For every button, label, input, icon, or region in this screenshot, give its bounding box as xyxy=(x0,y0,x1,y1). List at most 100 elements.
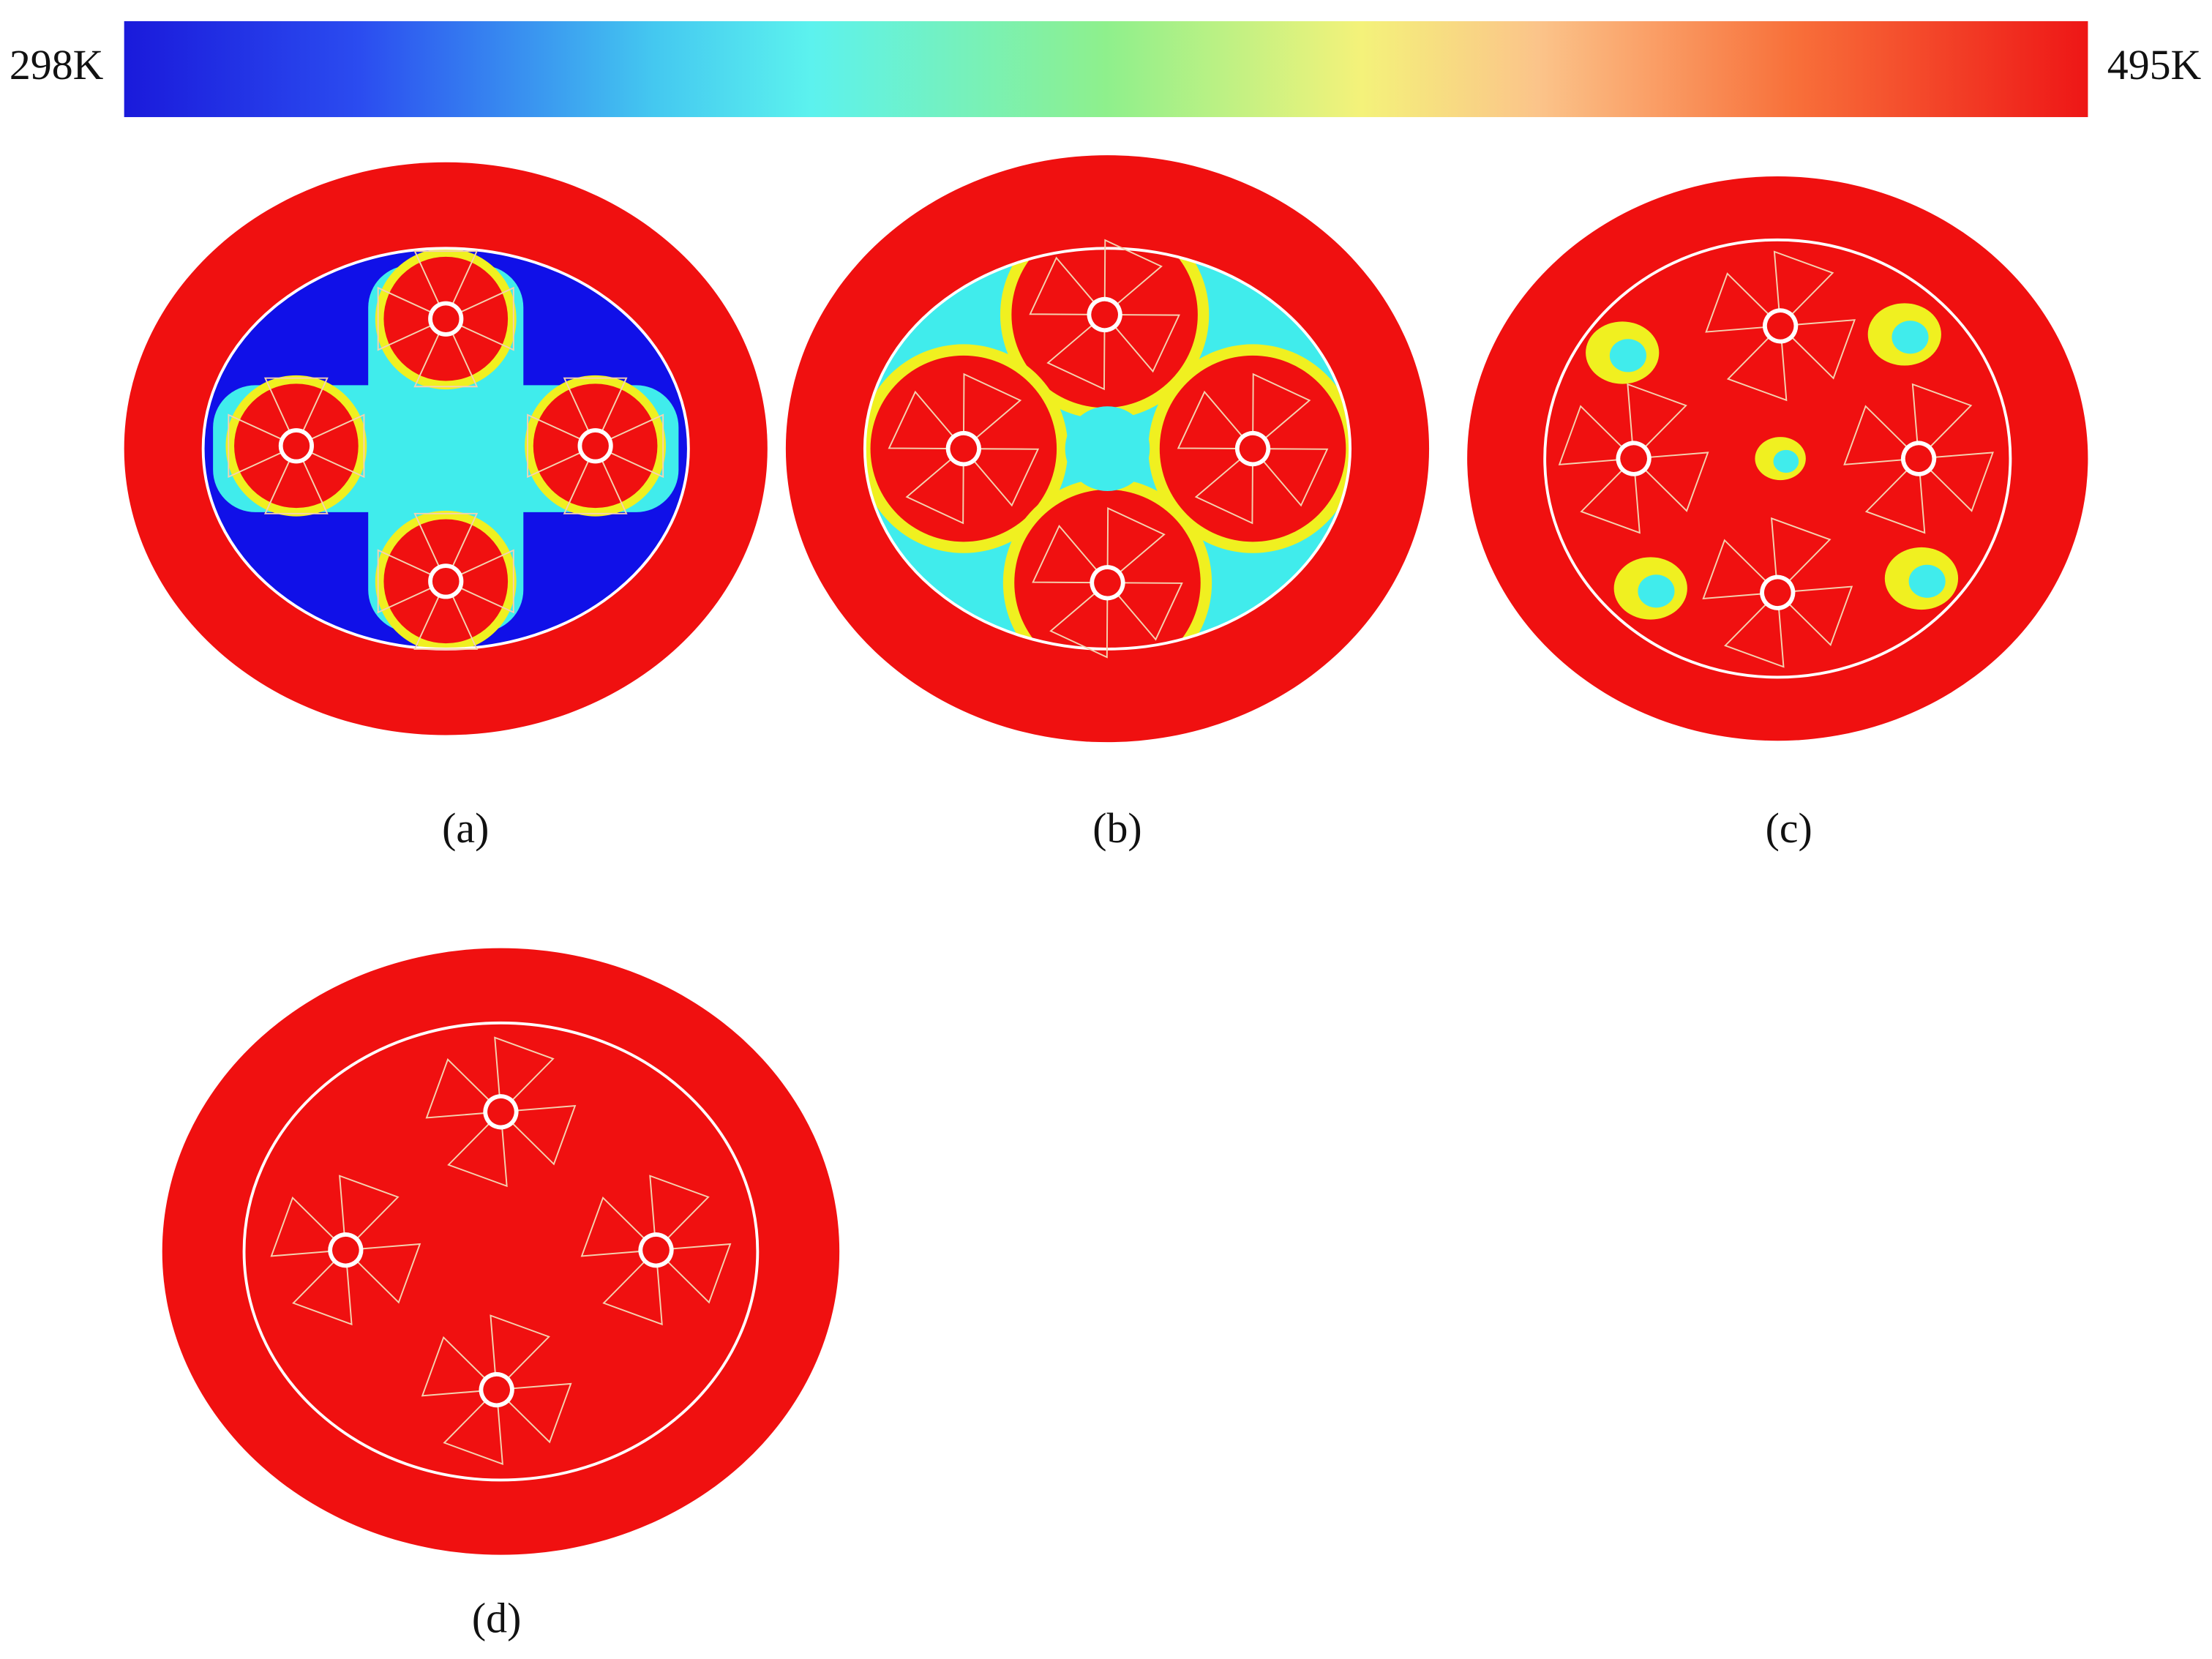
impeller-blade xyxy=(443,1388,503,1465)
panel xyxy=(1467,176,2088,741)
impeller-blade xyxy=(1702,539,1780,600)
impeller-blade xyxy=(443,286,514,351)
impeller-blade xyxy=(263,377,329,448)
impeller-blade xyxy=(1177,390,1255,450)
impeller-hub xyxy=(278,428,314,464)
impeller-blade xyxy=(1773,250,1834,328)
impeller-hub xyxy=(1234,431,1271,467)
panel-label: (a) xyxy=(442,804,489,852)
impeller-hub xyxy=(428,301,464,337)
impeller-blade xyxy=(339,1175,400,1252)
impeller-blade xyxy=(1770,517,1832,594)
impeller-blade xyxy=(961,448,1040,507)
impeller-blade xyxy=(1558,405,1635,465)
impeller-blade xyxy=(413,512,479,583)
impeller-blade xyxy=(413,317,479,388)
impeller-blade xyxy=(1103,313,1180,373)
impeller-blade xyxy=(1106,506,1166,585)
inner-wall xyxy=(242,1021,760,1482)
impeller xyxy=(1558,383,1709,534)
cool-spot xyxy=(1638,574,1675,608)
impeller-blade xyxy=(1032,524,1109,584)
impeller-blade xyxy=(1106,582,1183,641)
impeller-blade xyxy=(377,549,448,614)
impeller xyxy=(421,1314,572,1465)
impeller-blade xyxy=(563,443,628,514)
impeller-blade xyxy=(270,1196,348,1257)
impeller-blade xyxy=(1046,312,1106,391)
impeller-blade xyxy=(413,580,479,650)
impeller-blade xyxy=(580,1196,658,1257)
panel xyxy=(785,155,1430,743)
figure-body: 298K 495K (a) (b) (c) (d) xyxy=(10,20,2202,1641)
impeller-blade xyxy=(905,447,964,525)
impeller xyxy=(1702,517,1853,668)
colorbar-min-label: 298K xyxy=(10,41,104,89)
impeller xyxy=(228,377,365,514)
impeller-blade xyxy=(1049,581,1109,659)
impeller-hub xyxy=(577,428,613,464)
impeller-blade xyxy=(447,1110,508,1188)
colorbar xyxy=(124,20,2088,118)
impeller-blade xyxy=(1632,452,1709,512)
panel-label: (c) xyxy=(1766,804,1812,852)
impeller xyxy=(527,377,664,514)
impeller-blade xyxy=(425,1058,503,1119)
impeller-blade xyxy=(1251,448,1329,507)
impeller-blade xyxy=(527,413,597,479)
impeller-blade xyxy=(1726,324,1788,402)
impeller-blade xyxy=(593,413,664,479)
impeller xyxy=(1705,250,1856,402)
impeller xyxy=(1843,383,1994,534)
impeller xyxy=(1029,239,1180,391)
impeller-blade xyxy=(495,1382,572,1444)
impeller-blade xyxy=(499,1104,577,1166)
impeller-blade xyxy=(490,1314,550,1392)
impeller-blade xyxy=(294,413,365,479)
impeller-blade xyxy=(1029,256,1106,315)
cool-spot xyxy=(1773,449,1799,473)
panel-label: (b) xyxy=(1092,804,1141,852)
impeller-blade xyxy=(962,372,1022,451)
cool-spot xyxy=(1908,564,1946,598)
impeller-hub xyxy=(1616,441,1651,476)
impeller-hub xyxy=(1087,296,1122,333)
cool-spot xyxy=(1609,339,1646,372)
impeller-blade xyxy=(649,1175,710,1252)
colorbar-max-label: 495K xyxy=(2107,41,2202,89)
impeller-hub xyxy=(428,563,464,599)
impeller-blade xyxy=(421,1336,498,1397)
impeller-blade xyxy=(292,1248,353,1326)
impeller-blade xyxy=(1864,457,1926,534)
impeller-hub xyxy=(328,1232,364,1268)
impeller-blade xyxy=(228,413,299,479)
impeller xyxy=(1177,372,1329,525)
impeller-hub xyxy=(483,1094,519,1130)
impeller-blade xyxy=(1194,447,1254,525)
impeller-hub xyxy=(1900,441,1937,476)
impeller-blade xyxy=(344,1243,421,1304)
impeller-blade xyxy=(1843,405,1921,465)
impeller-blade xyxy=(1627,383,1687,460)
impeller xyxy=(1032,506,1183,659)
impeller-hub xyxy=(638,1232,674,1268)
impeller-blade xyxy=(1724,591,1785,668)
impeller xyxy=(425,1036,577,1188)
impeller-blade xyxy=(563,377,628,448)
impeller-blade xyxy=(602,1248,663,1326)
impeller-blade xyxy=(1705,272,1782,333)
impeller-blade xyxy=(1103,239,1163,317)
impeller-hub xyxy=(1090,565,1125,601)
inner-wall xyxy=(1543,238,2012,679)
impeller-blade xyxy=(1580,457,1641,534)
impeller-hub xyxy=(945,431,981,467)
impeller xyxy=(580,1175,732,1326)
impeller-hub xyxy=(1760,574,1796,610)
impeller xyxy=(888,372,1040,525)
impeller-blade xyxy=(1252,372,1311,451)
panel-label: (d) xyxy=(472,1594,521,1641)
impeller-blade xyxy=(263,443,329,514)
cool-center xyxy=(1065,406,1150,491)
impeller-blade xyxy=(1911,383,1973,460)
